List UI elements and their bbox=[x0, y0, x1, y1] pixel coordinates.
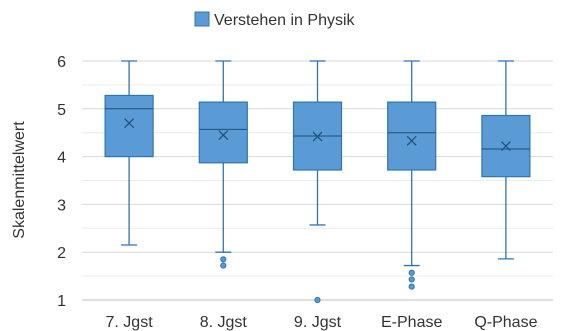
mean-marker bbox=[124, 118, 135, 129]
box-2 bbox=[198, 60, 248, 269]
box-3 bbox=[292, 60, 343, 304]
outlier-point bbox=[408, 269, 415, 276]
legend-label: Verstehen in Physik bbox=[214, 12, 356, 29]
box-body bbox=[387, 101, 437, 171]
x-tick-label: 8. Jgst bbox=[200, 314, 248, 331]
y-tick-label: 6 bbox=[57, 54, 66, 71]
mean-marker bbox=[406, 135, 417, 146]
box-body bbox=[198, 101, 248, 164]
outlier-point bbox=[408, 276, 415, 283]
y-tick-label: 4 bbox=[57, 150, 66, 167]
y-tick-label: 1 bbox=[57, 293, 66, 310]
legend-swatch bbox=[194, 11, 210, 27]
box-5 bbox=[481, 60, 531, 260]
x-tick-label: 7. Jgst bbox=[106, 314, 154, 331]
mean-marker bbox=[500, 141, 511, 152]
outlier-point bbox=[314, 296, 321, 304]
box-body bbox=[104, 94, 154, 158]
outlier-point bbox=[220, 262, 227, 269]
y-axis-title: Skalenmittelwert bbox=[11, 121, 28, 239]
y-tick-label: 3 bbox=[57, 197, 66, 214]
boxes bbox=[104, 60, 531, 304]
box-4 bbox=[387, 60, 437, 290]
mean-marker bbox=[218, 130, 229, 141]
x-axis-labels: 7. Jgst 8. Jgst 9. Jgst E-Phase Q-Phase bbox=[106, 314, 538, 331]
y-axis-ticks: 1 2 3 4 5 6 bbox=[57, 54, 66, 310]
y-tick-label: 2 bbox=[57, 245, 66, 262]
box-body bbox=[481, 114, 531, 178]
outlier-point bbox=[408, 283, 415, 290]
mean-marker bbox=[312, 131, 323, 142]
legend: Verstehen in Physik bbox=[194, 11, 356, 29]
x-tick-label: E-Phase bbox=[381, 314, 442, 331]
x-tick-label: Q-Phase bbox=[474, 314, 537, 331]
outlier-point bbox=[220, 256, 227, 263]
y-tick-label: 5 bbox=[57, 102, 66, 119]
x-tick-label: 9. Jgst bbox=[294, 314, 342, 331]
box-1 bbox=[104, 60, 154, 246]
